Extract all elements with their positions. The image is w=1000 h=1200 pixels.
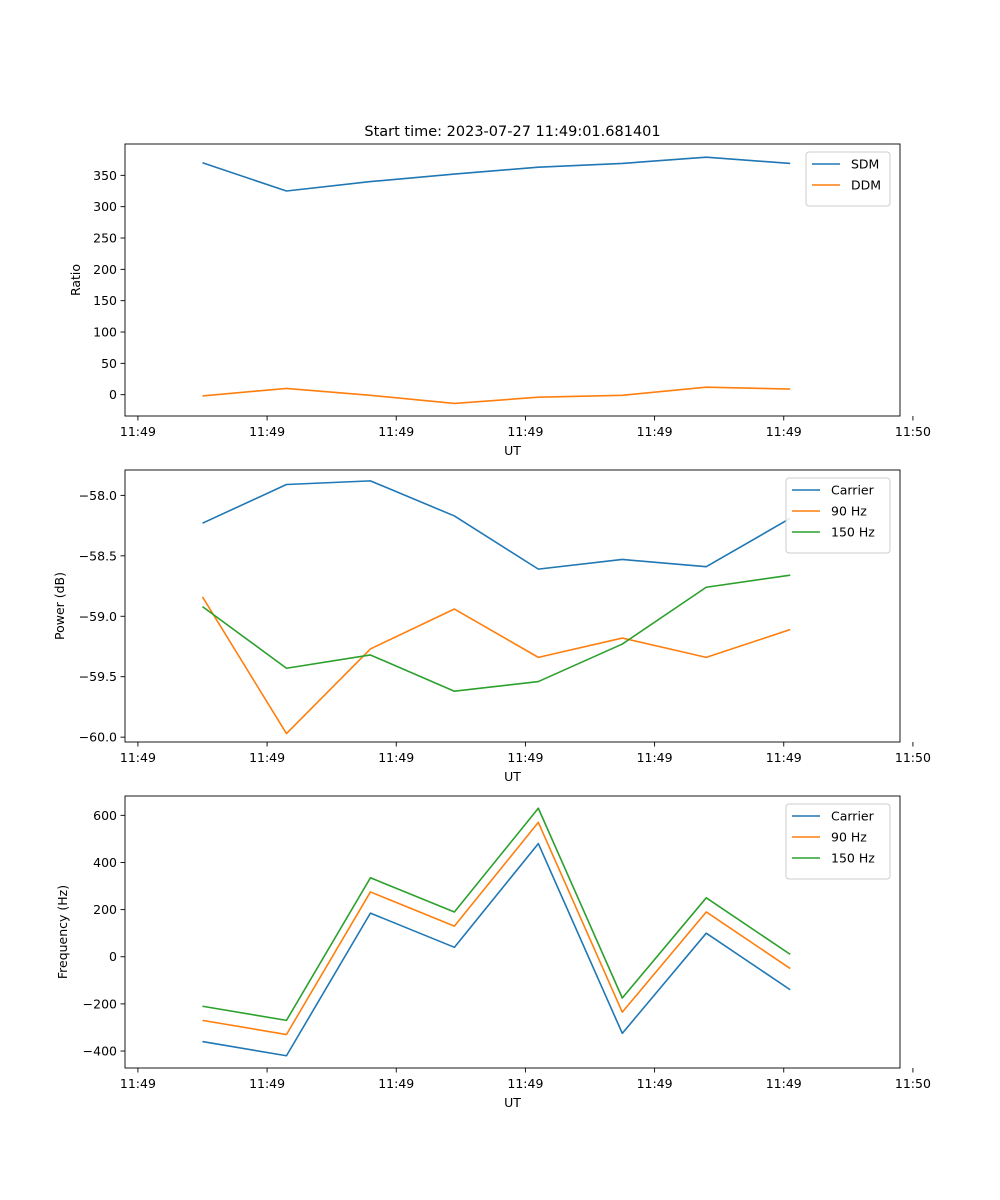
x-tick-label: 11:49 bbox=[507, 1076, 543, 1091]
y-tick-label: 600 bbox=[93, 808, 117, 823]
legend-label: Carrier bbox=[831, 809, 875, 824]
y-tick-label: 400 bbox=[93, 855, 117, 870]
legend-label: DDM bbox=[851, 178, 881, 193]
x-tick-label: 11:49 bbox=[120, 750, 156, 765]
x-tick-label: 11:49 bbox=[507, 750, 543, 765]
y-tick-label: 0 bbox=[109, 949, 117, 964]
x-tick-label: 11:49 bbox=[378, 750, 414, 765]
x-axis-label: UT bbox=[504, 769, 521, 784]
y-tick-label: 150 bbox=[93, 293, 117, 308]
y-tick-label: −58.5 bbox=[79, 548, 117, 563]
series-line-90-hz bbox=[202, 821, 791, 1036]
x-tick-label: 11:49 bbox=[378, 424, 414, 439]
x-tick-label: 11:50 bbox=[895, 424, 931, 439]
y-tick-label: 350 bbox=[93, 168, 117, 183]
y-tick-label: 200 bbox=[93, 262, 117, 277]
series-line-90-hz bbox=[201, 596, 791, 735]
legend-label: Carrier bbox=[831, 483, 875, 498]
x-axis-label: UT bbox=[504, 1095, 521, 1110]
y-tick-label: −59.5 bbox=[79, 669, 117, 684]
y-tick-label: −60.0 bbox=[79, 730, 117, 745]
y-axis-label: Frequency (Hz) bbox=[55, 885, 70, 979]
panel-2: 11:49 11:49 11:49 11:49 11:49 11:49 11:50 UT −60… bbox=[52, 469, 931, 784]
series-line-150-hz bbox=[202, 574, 791, 693]
x-tick-label: 11:49 bbox=[637, 1076, 673, 1091]
y-tick-label: −59.0 bbox=[79, 609, 117, 624]
x-tick-label: 11:49 bbox=[249, 1076, 285, 1091]
y-axis-label: Ratio bbox=[68, 264, 83, 296]
x-tick-label: 11:49 bbox=[507, 424, 543, 439]
legend-box bbox=[785, 477, 891, 554]
y-tick-label: 100 bbox=[93, 325, 117, 340]
x-tick-label: 11:49 bbox=[766, 424, 802, 439]
series-line-ddm bbox=[202, 386, 791, 405]
x-tick-label: 11:50 bbox=[895, 1076, 931, 1091]
axes-frame bbox=[124, 469, 901, 743]
legend-label: 150 Hz bbox=[831, 851, 875, 866]
x-tick-label: 11:49 bbox=[637, 750, 673, 765]
legend-box bbox=[805, 151, 891, 207]
y-tick-label: 0 bbox=[109, 387, 117, 402]
x-tick-label: 11:49 bbox=[637, 424, 673, 439]
y-tick-label: 200 bbox=[93, 902, 117, 917]
x-tick-label: 11:49 bbox=[249, 750, 285, 765]
legend: SDM DDM bbox=[805, 151, 891, 207]
series-line-150-hz bbox=[202, 807, 791, 1022]
legend-label: 90 Hz bbox=[831, 830, 867, 845]
series-line-sdm bbox=[202, 156, 791, 192]
x-tick-label: 11:49 bbox=[120, 424, 156, 439]
legend-label: 90 Hz bbox=[831, 504, 867, 519]
x-tick-label: 11:49 bbox=[766, 750, 802, 765]
x-axis-label: UT bbox=[504, 443, 521, 458]
y-tick-label: 300 bbox=[93, 199, 117, 214]
legend: Carrier 90 Hz 150 Hz bbox=[785, 477, 891, 554]
y-tick-label: 50 bbox=[101, 356, 117, 371]
y-tick-label: 250 bbox=[93, 231, 117, 246]
y-tick-label: −58.0 bbox=[79, 488, 117, 503]
axes-frame bbox=[124, 143, 901, 417]
x-tick-label: 11:49 bbox=[249, 424, 285, 439]
chart-title: Start time: 2023-07-27 11:49:01.681401 bbox=[364, 124, 660, 140]
panel-3: 11:49 11:49 11:49 11:49 11:49 11:49 11:50 UT −40… bbox=[55, 795, 931, 1110]
axes-frame bbox=[124, 795, 901, 1069]
series-line-carrier bbox=[202, 480, 791, 570]
x-tick-label: 11:49 bbox=[766, 1076, 802, 1091]
legend-label: SDM bbox=[851, 157, 879, 172]
legend: Carrier 90 Hz 150 Hz bbox=[785, 803, 891, 880]
y-tick-label: −200 bbox=[83, 996, 117, 1011]
x-tick-label: 11:49 bbox=[378, 1076, 414, 1091]
panel-1: Start time: 2023-07-27 11:49:01.681401 11… bbox=[68, 124, 931, 458]
y-axis-label: Power (dB) bbox=[52, 572, 67, 640]
legend-label: 150 Hz bbox=[831, 525, 875, 540]
legend-box bbox=[785, 803, 891, 880]
x-tick-label: 11:50 bbox=[895, 750, 931, 765]
x-tick-label: 11:49 bbox=[120, 1076, 156, 1091]
series-line-carrier bbox=[202, 842, 791, 1057]
y-tick-label: −400 bbox=[83, 1044, 117, 1059]
